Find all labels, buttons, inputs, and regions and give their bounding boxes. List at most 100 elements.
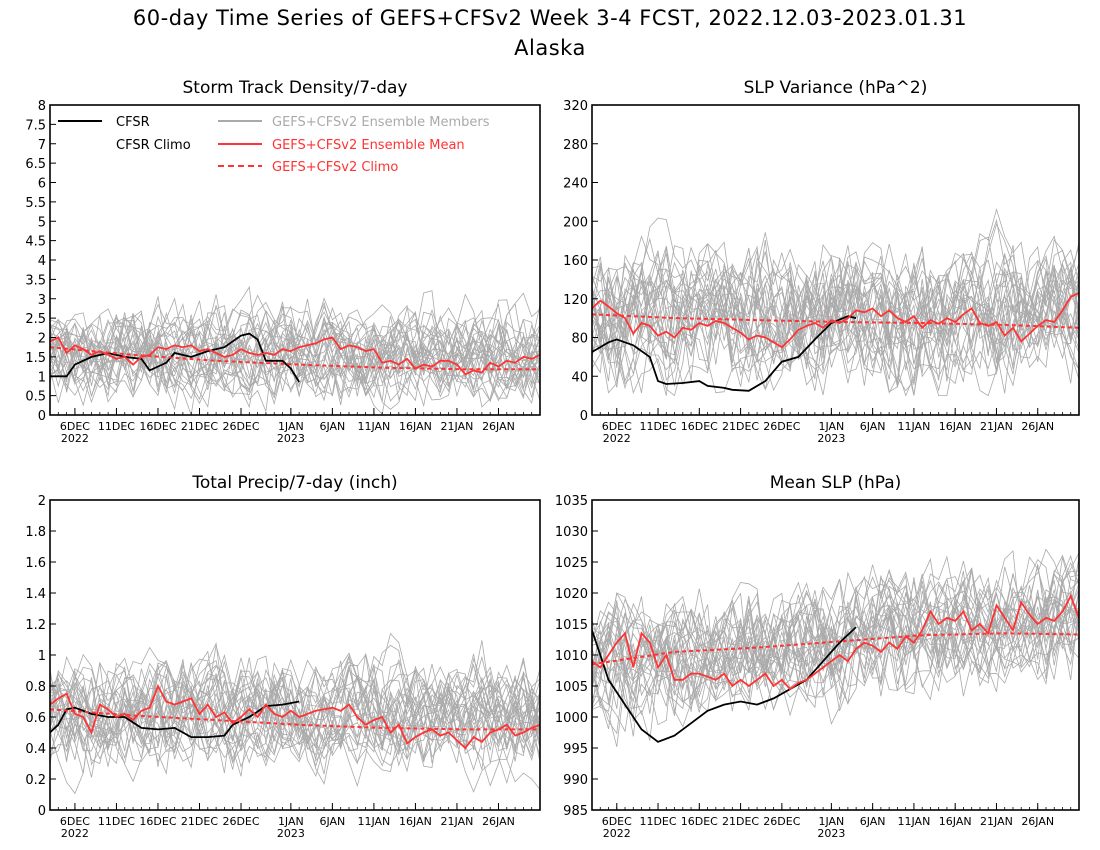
y-tick-label: 1035 <box>555 494 588 509</box>
y-tick-label: 985 <box>563 804 588 819</box>
x-tick-year-label: 2023 <box>817 827 845 840</box>
x-tick-label: 21DEC <box>181 815 218 828</box>
x-tick-label: 26DEC <box>763 420 800 433</box>
ensemble-member-line <box>592 576 1079 726</box>
y-tick-label: 0.4 <box>25 742 46 757</box>
y-tick-label: 1030 <box>555 525 588 540</box>
ensemble-member-line <box>592 555 1079 741</box>
plot-area <box>592 548 1079 747</box>
x-tick-year-label: 2023 <box>277 827 305 840</box>
x-tick-label: 1JAN <box>278 420 304 433</box>
x-tick-label: 11DEC <box>639 815 676 828</box>
y-tick-label: 6.5 <box>25 157 46 172</box>
chart-title: SLP Variance (hPa^2) <box>744 78 928 98</box>
ensemble-member-line <box>50 655 540 773</box>
ensemble-member-line <box>592 590 1079 717</box>
x-tick-label: 16JAN <box>399 420 432 433</box>
y-tick-label: 0 <box>580 409 588 424</box>
x-tick-year-label: 2022 <box>603 827 631 840</box>
ens-mean-line <box>592 593 1079 691</box>
x-tick-label: 1JAN <box>278 815 304 828</box>
y-tick-label: 1015 <box>555 618 588 633</box>
y-tick-label: 1.5 <box>25 351 46 366</box>
x-tick-label: 1JAN <box>818 815 844 828</box>
x-tick-label: 6JAN <box>860 815 886 828</box>
legend: CFSR CFSR Climo GEFS+CFSv2 Ensemble Member… <box>58 115 490 175</box>
ensemble-member-line <box>592 254 1079 397</box>
y-tick-label: 2.5 <box>25 312 46 327</box>
ensemble-member-line <box>592 267 1079 394</box>
y-tick-label: 0.6 <box>25 711 46 726</box>
ensemble-member-line <box>592 554 1079 716</box>
x-tick-year-label: 2022 <box>61 827 89 840</box>
gefs-climo-line <box>50 708 540 731</box>
ensemble-member-line <box>592 245 1079 397</box>
ensemble-member-line <box>50 661 540 759</box>
ensemble-member-line <box>50 306 540 405</box>
x-tick-label: 21JAN <box>980 815 1013 828</box>
ensemble-member-line <box>50 653 540 770</box>
y-tick-label: 990 <box>563 773 588 788</box>
y-tick-label: 0.2 <box>25 773 46 788</box>
figure-region: Alaska <box>514 36 586 60</box>
y-tick-label: 0 <box>38 409 46 424</box>
x-tick-label: 11DEC <box>98 420 135 433</box>
ensemble-member-line <box>592 567 1079 709</box>
x-tick-label: 21JAN <box>980 420 1013 433</box>
x-tick-label: 16DEC <box>139 815 176 828</box>
y-tick-label: 5.5 <box>25 196 46 211</box>
ensemble-member-line <box>50 301 540 410</box>
y-tick-label: 5 <box>38 215 46 230</box>
cfsr-line <box>592 315 857 392</box>
x-tick-label: 26JAN <box>1021 420 1054 433</box>
ensemble-member-line <box>50 293 540 397</box>
ensemble-member-line <box>592 267 1079 394</box>
chart-title: Storm Track Density/7-day <box>183 78 408 98</box>
x-tick-label: 11JAN <box>898 815 931 828</box>
y-tick-label: 0.5 <box>25 390 46 405</box>
x-tick-label: 26DEC <box>222 815 259 828</box>
x-tick-label: 16JAN <box>939 815 972 828</box>
chart-panel-1: Storm Track Density/7-day 0 0.5 1 1.5 2 2.5 3 3.… <box>25 78 541 445</box>
ensemble-member-line <box>592 577 1079 703</box>
y-tick-label: 1.4 <box>25 587 46 602</box>
x-tick-label: 26JAN <box>1021 815 1054 828</box>
ensemble-member-line <box>592 554 1079 747</box>
y-tick-label: 7.5 <box>25 118 46 133</box>
y-tick-label: 1 <box>38 370 46 385</box>
gefs-climo-line <box>592 632 1079 666</box>
gefs-climo-line <box>592 313 1079 329</box>
x-tick-label: 26JAN <box>482 420 515 433</box>
figure-title: 60-day Time Series of GEFS+CFSv2 Week 3-… <box>132 6 968 30</box>
y-tick-label: 7 <box>38 138 46 153</box>
y-tick-label: 8 <box>38 99 46 114</box>
x-tick-label: 6JAN <box>860 420 886 433</box>
ensemble-member-line <box>50 658 540 774</box>
y-tick-label: 280 <box>563 138 588 153</box>
y-tick-label: 1025 <box>555 556 588 571</box>
plot-area <box>50 632 540 795</box>
plot-area <box>592 207 1079 397</box>
chart-panel-3: Total Precip/7-day (inch)00.20.40.60.811… <box>25 473 541 840</box>
ensemble-member-line <box>592 217 1079 380</box>
y-tick-label: 1.2 <box>25 618 46 633</box>
ens-mean-line <box>50 336 540 376</box>
ensemble-member-line <box>50 662 540 788</box>
x-tick-label: 21JAN <box>441 815 474 828</box>
ens-mean-line <box>50 683 540 750</box>
y-tick-label: 995 <box>563 742 588 757</box>
chart-panel-4: Mean SLP (hPa) 985 990 995 1000 1005 1010 1015 1… <box>555 473 1080 840</box>
y-tick-label: 1.6 <box>25 556 46 571</box>
y-tick-label: 0.8 <box>25 680 46 695</box>
x-tick-label: 16JAN <box>939 420 972 433</box>
y-tick-label: 1005 <box>555 680 588 695</box>
y-tick-label: 1010 <box>555 649 588 664</box>
ensemble-member-line <box>50 297 540 408</box>
y-tick-label: 3 <box>38 293 46 308</box>
ensemble-member-line <box>50 657 540 767</box>
legend-label-cfsr: CFSR <box>116 115 150 130</box>
chart-title: Mean SLP (hPa) <box>770 473 902 493</box>
y-tick-label: 4 <box>38 254 46 269</box>
y-tick-label: 160 <box>563 254 588 269</box>
